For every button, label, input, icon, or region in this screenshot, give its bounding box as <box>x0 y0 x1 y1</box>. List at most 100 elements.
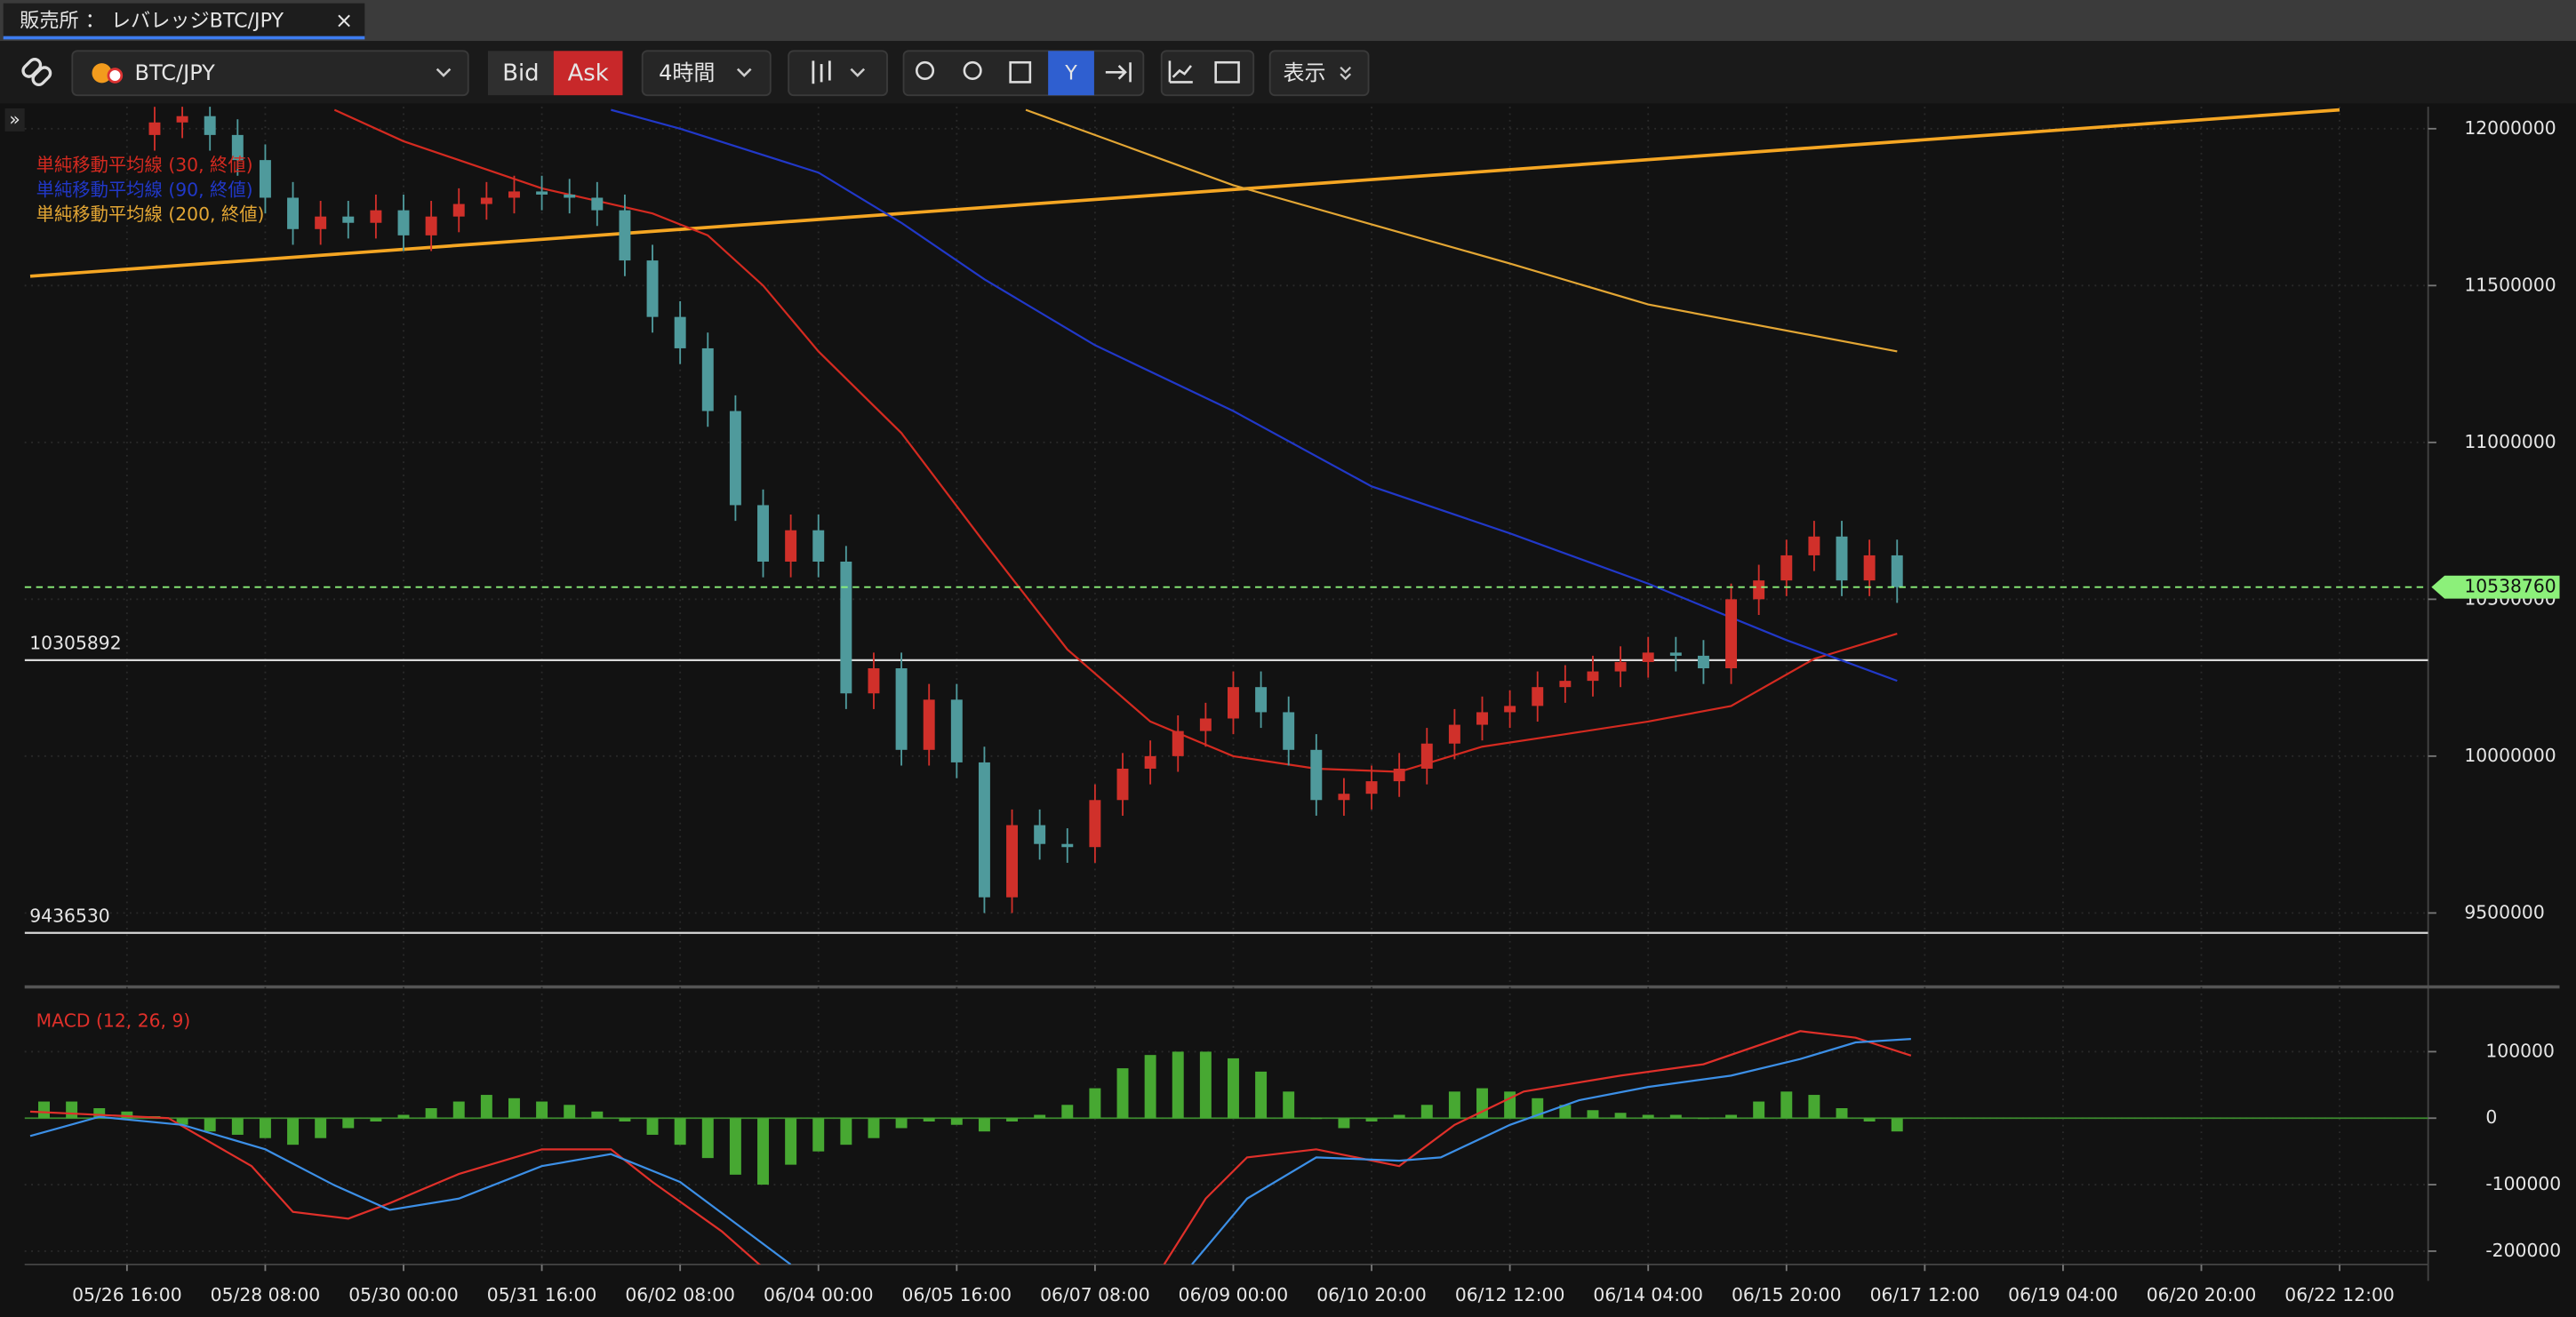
y-tick-label: 11500000 <box>2464 274 2556 295</box>
candle-body <box>1780 555 1793 581</box>
histogram-bar <box>1559 1105 1572 1119</box>
candle-body <box>1532 687 1544 706</box>
interval-select[interactable] <box>641 50 772 97</box>
candle-body <box>176 116 188 123</box>
scroll-end[interactable] <box>1105 62 1132 83</box>
histogram-bar <box>259 1118 271 1138</box>
y-tick-label: 10000000 <box>2464 745 2556 766</box>
legend-entry: 単純移動平均線 (30, 終値) <box>36 155 253 176</box>
histogram-bar <box>1255 1071 1268 1119</box>
interval: 4時間 <box>659 60 715 85</box>
candle-body <box>1310 749 1323 801</box>
view-menu[interactable] <box>1268 50 1370 97</box>
indicator-icon <box>1168 60 1193 84</box>
histogram-bar <box>1836 1108 1848 1119</box>
candle-body <box>1808 536 1820 555</box>
candle-body <box>646 260 659 317</box>
histogram-bar <box>1697 1118 1709 1120</box>
candle-body <box>1614 661 1627 672</box>
tab-title: 販売所 ： レバレッジBTC/JPY <box>20 10 284 33</box>
histogram-bar <box>1228 1058 1239 1119</box>
candle-body <box>1034 825 1046 844</box>
histogram-bar <box>619 1118 631 1121</box>
tab-underline <box>3 36 365 40</box>
candle-body <box>1420 743 1433 769</box>
candle-body <box>895 668 908 750</box>
candle-body <box>1365 781 1378 794</box>
histogram-bar <box>1199 1051 1212 1119</box>
link-icon[interactable] <box>20 57 52 87</box>
macd-line <box>29 1038 1911 1265</box>
histogram-bar <box>1587 1110 1599 1119</box>
moving-average <box>333 108 1898 773</box>
dropdown-arrow <box>850 68 866 77</box>
histogram-bar <box>1144 1055 1156 1119</box>
histogram-bar <box>564 1105 576 1119</box>
x-tick-label: 06/07 08:00 <box>1040 1284 1150 1305</box>
indicator-title: MACD (12, 26, 9) <box>36 1010 191 1031</box>
histogram-bar <box>591 1111 604 1119</box>
histogram-bar <box>66 1101 78 1119</box>
histogram-bar <box>1725 1114 1738 1119</box>
histogram-bar <box>1420 1105 1433 1119</box>
histogram-bar <box>315 1118 327 1138</box>
horizontal-line-label: 10305892 <box>29 632 121 653</box>
candle-body <box>591 197 604 211</box>
histogram-bar <box>1061 1105 1074 1119</box>
histogram-bar <box>1504 1091 1516 1119</box>
symbol: BTC/JPY <box>135 60 216 85</box>
horizontal-line-label: 9436530 <box>29 905 109 926</box>
symbol-select[interactable] <box>71 50 469 97</box>
x-tick-label: 06/04 00:00 <box>764 1284 874 1305</box>
histogram-bar <box>785 1118 797 1165</box>
histogram-bar <box>868 1118 880 1138</box>
histogram-bar <box>370 1118 382 1121</box>
candle-body <box>1061 843 1074 848</box>
ask-label: Ask <box>568 60 609 87</box>
candle-body <box>757 505 769 562</box>
candle-body <box>868 668 880 694</box>
zoom-out[interactable] <box>963 60 982 80</box>
x-tick-label: 05/26 16:00 <box>72 1284 182 1305</box>
candle-body <box>785 530 797 562</box>
x-tick-label: 06/19 04:00 <box>2008 1284 2118 1305</box>
side-toggle[interactable] <box>4 108 25 132</box>
histogram-bar <box>757 1118 769 1185</box>
y-tick-label: 9500000 <box>2464 901 2544 922</box>
histogram-bar <box>1753 1101 1765 1119</box>
legend-entry: 単純移動平均線 (200, 終値) <box>36 204 265 225</box>
zoom-tools: Y <box>902 50 1145 97</box>
macd-line <box>29 1030 1912 1265</box>
histogram-bar <box>452 1101 465 1119</box>
histogram-bar <box>1669 1114 1682 1119</box>
x-tick-label: 06/02 08:00 <box>625 1284 735 1305</box>
candle-body <box>950 699 963 762</box>
y-tick-label: 12000000 <box>2464 117 2556 139</box>
bid-button[interactable] <box>487 51 554 96</box>
histogram-bar <box>536 1101 548 1119</box>
histogram-bar <box>1338 1118 1350 1129</box>
candle-body <box>1006 825 1019 898</box>
zoom-in[interactable] <box>916 60 935 80</box>
candle-body <box>1393 768 1405 782</box>
y-tick-label: 11000000 <box>2464 431 2556 452</box>
ask-button[interactable] <box>553 51 623 96</box>
candle-body <box>1338 794 1350 801</box>
histogram-bar <box>508 1098 520 1119</box>
histogram-bar <box>895 1118 908 1129</box>
tab[interactable] <box>3 3 365 38</box>
candle-body <box>1448 724 1460 744</box>
y-lock[interactable] <box>1048 51 1094 96</box>
fit[interactable] <box>1009 60 1032 84</box>
price-pane <box>24 107 2428 934</box>
candle-body <box>1228 687 1239 719</box>
tab-close[interactable]: × <box>335 8 353 33</box>
candle-body <box>397 210 410 235</box>
last-price-tag <box>2431 575 2560 599</box>
screenshot-icon <box>1214 60 1240 84</box>
candle-body <box>1144 755 1156 769</box>
candle-body <box>1504 706 1516 713</box>
dropdown-arrow <box>736 68 752 77</box>
chart-type-select[interactable] <box>788 50 888 97</box>
